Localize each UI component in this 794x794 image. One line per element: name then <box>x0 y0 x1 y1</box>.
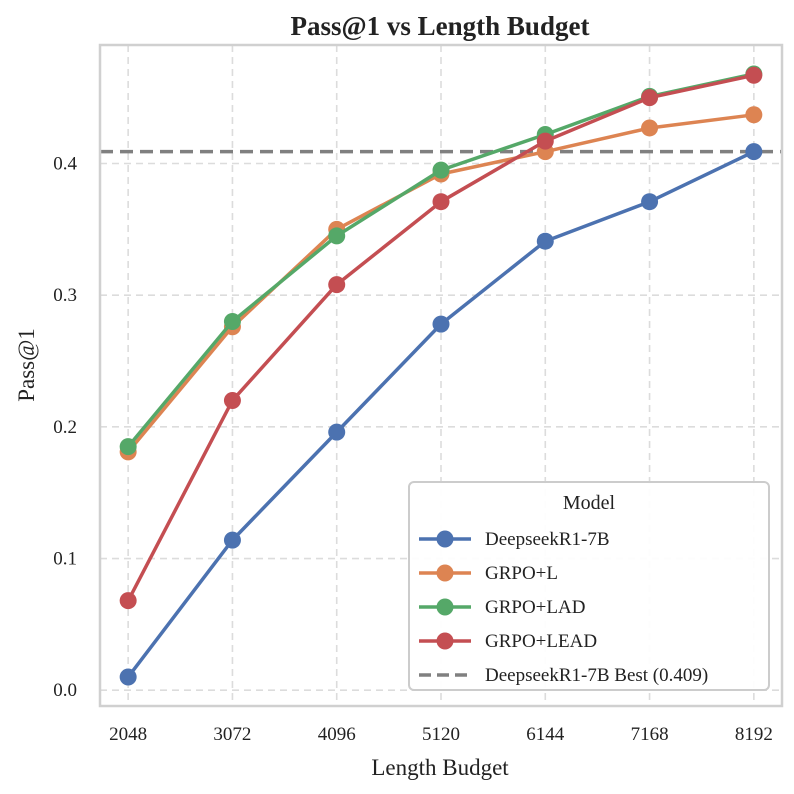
data-point-grpo-lead <box>119 592 137 610</box>
legend-label: GRPO+L <box>485 563 558 584</box>
x-tick-label: 5120 <box>422 724 460 745</box>
legend-item: GRPO+L <box>419 563 558 584</box>
data-point-deepseekr1-7b <box>119 668 137 686</box>
data-point-grpo-lead <box>745 66 763 84</box>
x-tick-label: 7168 <box>631 724 669 745</box>
data-point-deepseekr1-7b <box>223 531 241 549</box>
data-point-grpo-lead <box>223 392 241 410</box>
legend-marker <box>436 564 454 582</box>
legend-label: DeepseekR1-7B <box>485 529 610 550</box>
y-tick-label: 0.1 <box>53 549 77 570</box>
data-point-grpo-lad <box>328 227 346 245</box>
legend-label: GRPO+LEAD <box>485 631 597 652</box>
data-point-deepseekr1-7b <box>432 315 450 333</box>
y-axis-label: Pass@1 <box>14 328 39 402</box>
x-axis-label: Length Budget <box>371 755 509 780</box>
y-tick-label: 0.3 <box>53 285 77 306</box>
data-point-grpo-lead <box>432 193 450 211</box>
legend-title: Model <box>563 492 616 514</box>
data-point-deepseekr1-7b <box>745 143 763 161</box>
data-point-grpo-lead <box>328 276 346 294</box>
x-tick-label: 2048 <box>109 724 147 745</box>
legend-item: GRPO+LAD <box>419 597 585 618</box>
x-tick-label: 3072 <box>213 724 251 745</box>
legend-box <box>408 481 770 691</box>
y-tick-label: 0.4 <box>53 154 77 175</box>
y-tick-label: 0.0 <box>53 680 77 701</box>
plot-frame <box>98 43 784 708</box>
data-point-deepseekr1-7b <box>536 232 554 250</box>
legend-label: DeepseekR1-7B Best (0.409) <box>485 665 708 686</box>
data-point-grpo-lad <box>119 438 137 456</box>
x-tick-label: 8192 <box>735 724 773 745</box>
legend-marker <box>436 530 454 548</box>
data-point-deepseekr1-7b <box>328 423 346 441</box>
x-tick-label: 4096 <box>318 724 356 745</box>
data-point-grpo-lad <box>223 313 241 331</box>
chart-title: Pass@1 vs Length Budget <box>291 11 590 41</box>
legend-marker <box>436 598 454 616</box>
legend-item: GRPO+LEAD <box>419 631 597 652</box>
data-point-deepseekr1-7b <box>641 193 659 211</box>
series-layer <box>119 65 763 686</box>
tick-labels: 2048 3072 4096 5120 6144 7168 8192 0.0 0.1 0.2 0.3… <box>53 154 773 745</box>
x-tick-label: 6144 <box>526 724 565 745</box>
data-point-grpo-lad <box>432 161 450 179</box>
series-deepseekr1-7b <box>119 143 763 686</box>
data-point-grpo-lead <box>536 132 554 150</box>
legend-marker <box>436 632 454 650</box>
series-grpo-lead <box>119 66 763 610</box>
legend-item: DeepseekR1-7B <box>419 529 610 550</box>
data-point-grpo-lead <box>641 89 659 107</box>
legend: Model DeepseekR1-7B GRPO+L GRPO+LAD GRPO+LEA… <box>408 481 770 691</box>
y-tick-label: 0.2 <box>53 417 77 438</box>
legend-item: DeepseekR1-7B Best (0.409) <box>419 665 708 686</box>
legend-label: GRPO+LAD <box>485 597 585 618</box>
data-point-grpo-l <box>641 119 659 137</box>
data-point-grpo-l <box>745 106 763 124</box>
